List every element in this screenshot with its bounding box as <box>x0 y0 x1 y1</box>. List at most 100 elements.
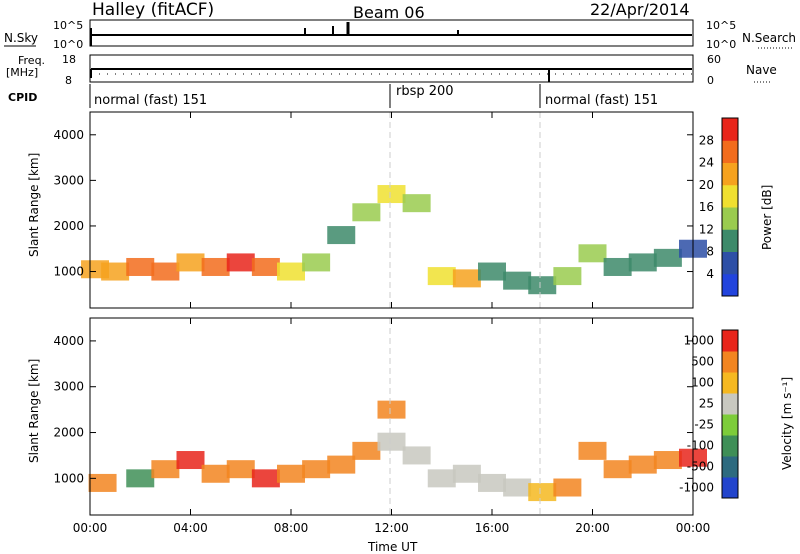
velocity-colorbar-swatch <box>722 330 738 352</box>
velocity-ytick-label: 1000 <box>53 471 84 485</box>
nsky-tick-top: 10^5 <box>53 19 83 32</box>
power-data-point <box>201 257 230 276</box>
freq-label: Freq. <box>18 54 45 67</box>
velocity-data-point <box>226 460 255 479</box>
cpid-strip: normal (fast) 151 rbsp 200 normal (fast)… <box>89 84 658 108</box>
power-data-point <box>176 253 205 272</box>
velocity-data-point <box>251 469 280 488</box>
cpid-label: CPID <box>8 91 37 104</box>
velocity-ylabel: Slant Range [km] <box>27 359 41 463</box>
power-ytick-label: 1000 <box>53 265 84 279</box>
velocity-colorbar-swatch <box>722 351 738 373</box>
power-colorbar-tick: 28 <box>699 133 714 147</box>
velocity-ytick-label: 3000 <box>53 380 84 394</box>
power-colorbar-tick: 20 <box>699 178 714 192</box>
velocity-data-point <box>88 473 117 492</box>
power-colorbar-swatch <box>722 229 738 252</box>
power-ytick-label: 2000 <box>53 219 84 233</box>
velocity-data-point <box>151 460 180 479</box>
velocity-colorbar-label: Velocity [m s⁻¹] <box>780 377 794 470</box>
velocity-colorbar-swatch <box>722 435 738 457</box>
freq-tick-top: 18 <box>62 53 76 66</box>
power-colorbar-swatch <box>722 251 738 275</box>
velocity-data-point <box>578 441 607 460</box>
velocity-colorbar-swatch <box>722 372 738 394</box>
velocity-data-point <box>553 478 582 497</box>
power-colorbar-label: Power [dB] <box>760 185 774 250</box>
velocity-data-point <box>126 469 155 488</box>
velocity-data-point <box>628 455 657 474</box>
x-tick-label: 08:00 <box>274 521 309 535</box>
power-data-point <box>402 194 431 213</box>
velocity-colorbar-tick: -25 <box>694 418 714 432</box>
power-colorbar-swatch <box>722 207 738 230</box>
velocity-data-point <box>377 432 406 451</box>
power-colorbar-tick: 16 <box>699 200 714 214</box>
nave-tick-top: 60 <box>707 53 721 66</box>
station-title: Halley (fitACF) <box>92 0 214 20</box>
velocity-colorbar-frame <box>721 329 739 499</box>
power-data-point <box>452 269 481 288</box>
velocity-ytick-label: 2000 <box>53 426 84 440</box>
power-colorbar-tick: 8 <box>706 245 714 259</box>
power-colorbar-swatch <box>722 162 738 186</box>
velocity-data-point <box>528 483 557 502</box>
cpid-segment-2: rbsp 200 <box>396 84 454 99</box>
freq-unit: [MHz] <box>6 66 38 79</box>
power-colorbar-frame <box>721 117 739 297</box>
power-colorbar-swatch <box>722 184 738 208</box>
velocity-colorbar: 1000 500 100 25 -25 -100 -500 -1000 <box>679 329 739 499</box>
nsearch-label: N.Search <box>742 31 796 45</box>
power-data-point <box>553 267 582 286</box>
power-colorbar-tick: 24 <box>699 156 714 170</box>
velocity-data-point <box>603 460 632 479</box>
velocity-colorbar-tick: 500 <box>691 355 714 369</box>
cpid-segment-1: normal (fast) 151 <box>94 93 207 108</box>
power-data-point <box>603 257 632 276</box>
power-colorbar-tick: 4 <box>706 267 714 281</box>
power-ylabel: Slant Range [km] <box>27 153 41 257</box>
velocity-ytick-label: 4000 <box>53 334 84 348</box>
freq-panel: Freq. [MHz] 18 8 60 0 Nave CPID <box>6 53 777 104</box>
power-data-point <box>251 257 280 276</box>
power-data-point <box>101 262 130 281</box>
velocity-colorbar-swatch <box>722 477 738 499</box>
power-data-point <box>628 253 657 272</box>
power-panel: 1000 2000 3000 4000 Slant Range [km] 28 24 20… <box>27 111 774 309</box>
x-axis-label: Time UT <box>367 540 418 554</box>
power-data-point <box>427 267 456 286</box>
power-data-point <box>578 244 607 263</box>
power-data-point <box>653 248 682 267</box>
power-colorbar: 28 24 20 16 12 8 4 <box>699 117 739 297</box>
velocity-data-point <box>302 460 331 479</box>
power-data-point <box>226 253 255 272</box>
power-data-point <box>528 276 557 295</box>
velocity-data-point <box>201 464 230 483</box>
x-tick-label: 20:00 <box>575 521 610 535</box>
power-colorbar-swatch <box>722 140 738 163</box>
power-ytick-label: 3000 <box>53 173 84 187</box>
nsky-tick-bottom: 10^0 <box>53 38 83 51</box>
cpid-segment-3: normal (fast) 151 <box>545 93 658 108</box>
x-tick-label: 16:00 <box>475 521 510 535</box>
power-ytick-label: 4000 <box>53 128 84 142</box>
power-data-point <box>126 257 155 276</box>
velocity-colorbar-tick: -100 <box>687 439 714 453</box>
nsky-label: N.Sky <box>4 31 38 45</box>
x-tick-label: 12:00 <box>374 521 409 535</box>
velocity-data-point <box>478 473 506 492</box>
velocity-colorbar-swatch <box>722 393 738 415</box>
power-data-point <box>302 253 331 272</box>
power-data-point <box>377 185 406 204</box>
velocity-data-point <box>277 464 305 483</box>
nsearch-tick-top: 10^5 <box>706 19 736 32</box>
velocity-data-point <box>352 441 381 460</box>
velocity-scatter-layer <box>88 400 707 502</box>
velocity-panel: 1000 2000 3000 4000 00:00 04:00 08:00 12:00 16:… <box>27 317 794 535</box>
freq-tick-bottom: 8 <box>65 74 72 87</box>
velocity-colorbar-tick: -1000 <box>679 481 714 495</box>
nsky-panel: N.Sky 10^5 10^0 10^5 10^0 N.Search <box>4 19 796 51</box>
velocity-data-point <box>653 451 682 470</box>
velocity-colorbar-swatch <box>722 414 738 436</box>
x-tick-label: 00:00 <box>676 521 711 535</box>
